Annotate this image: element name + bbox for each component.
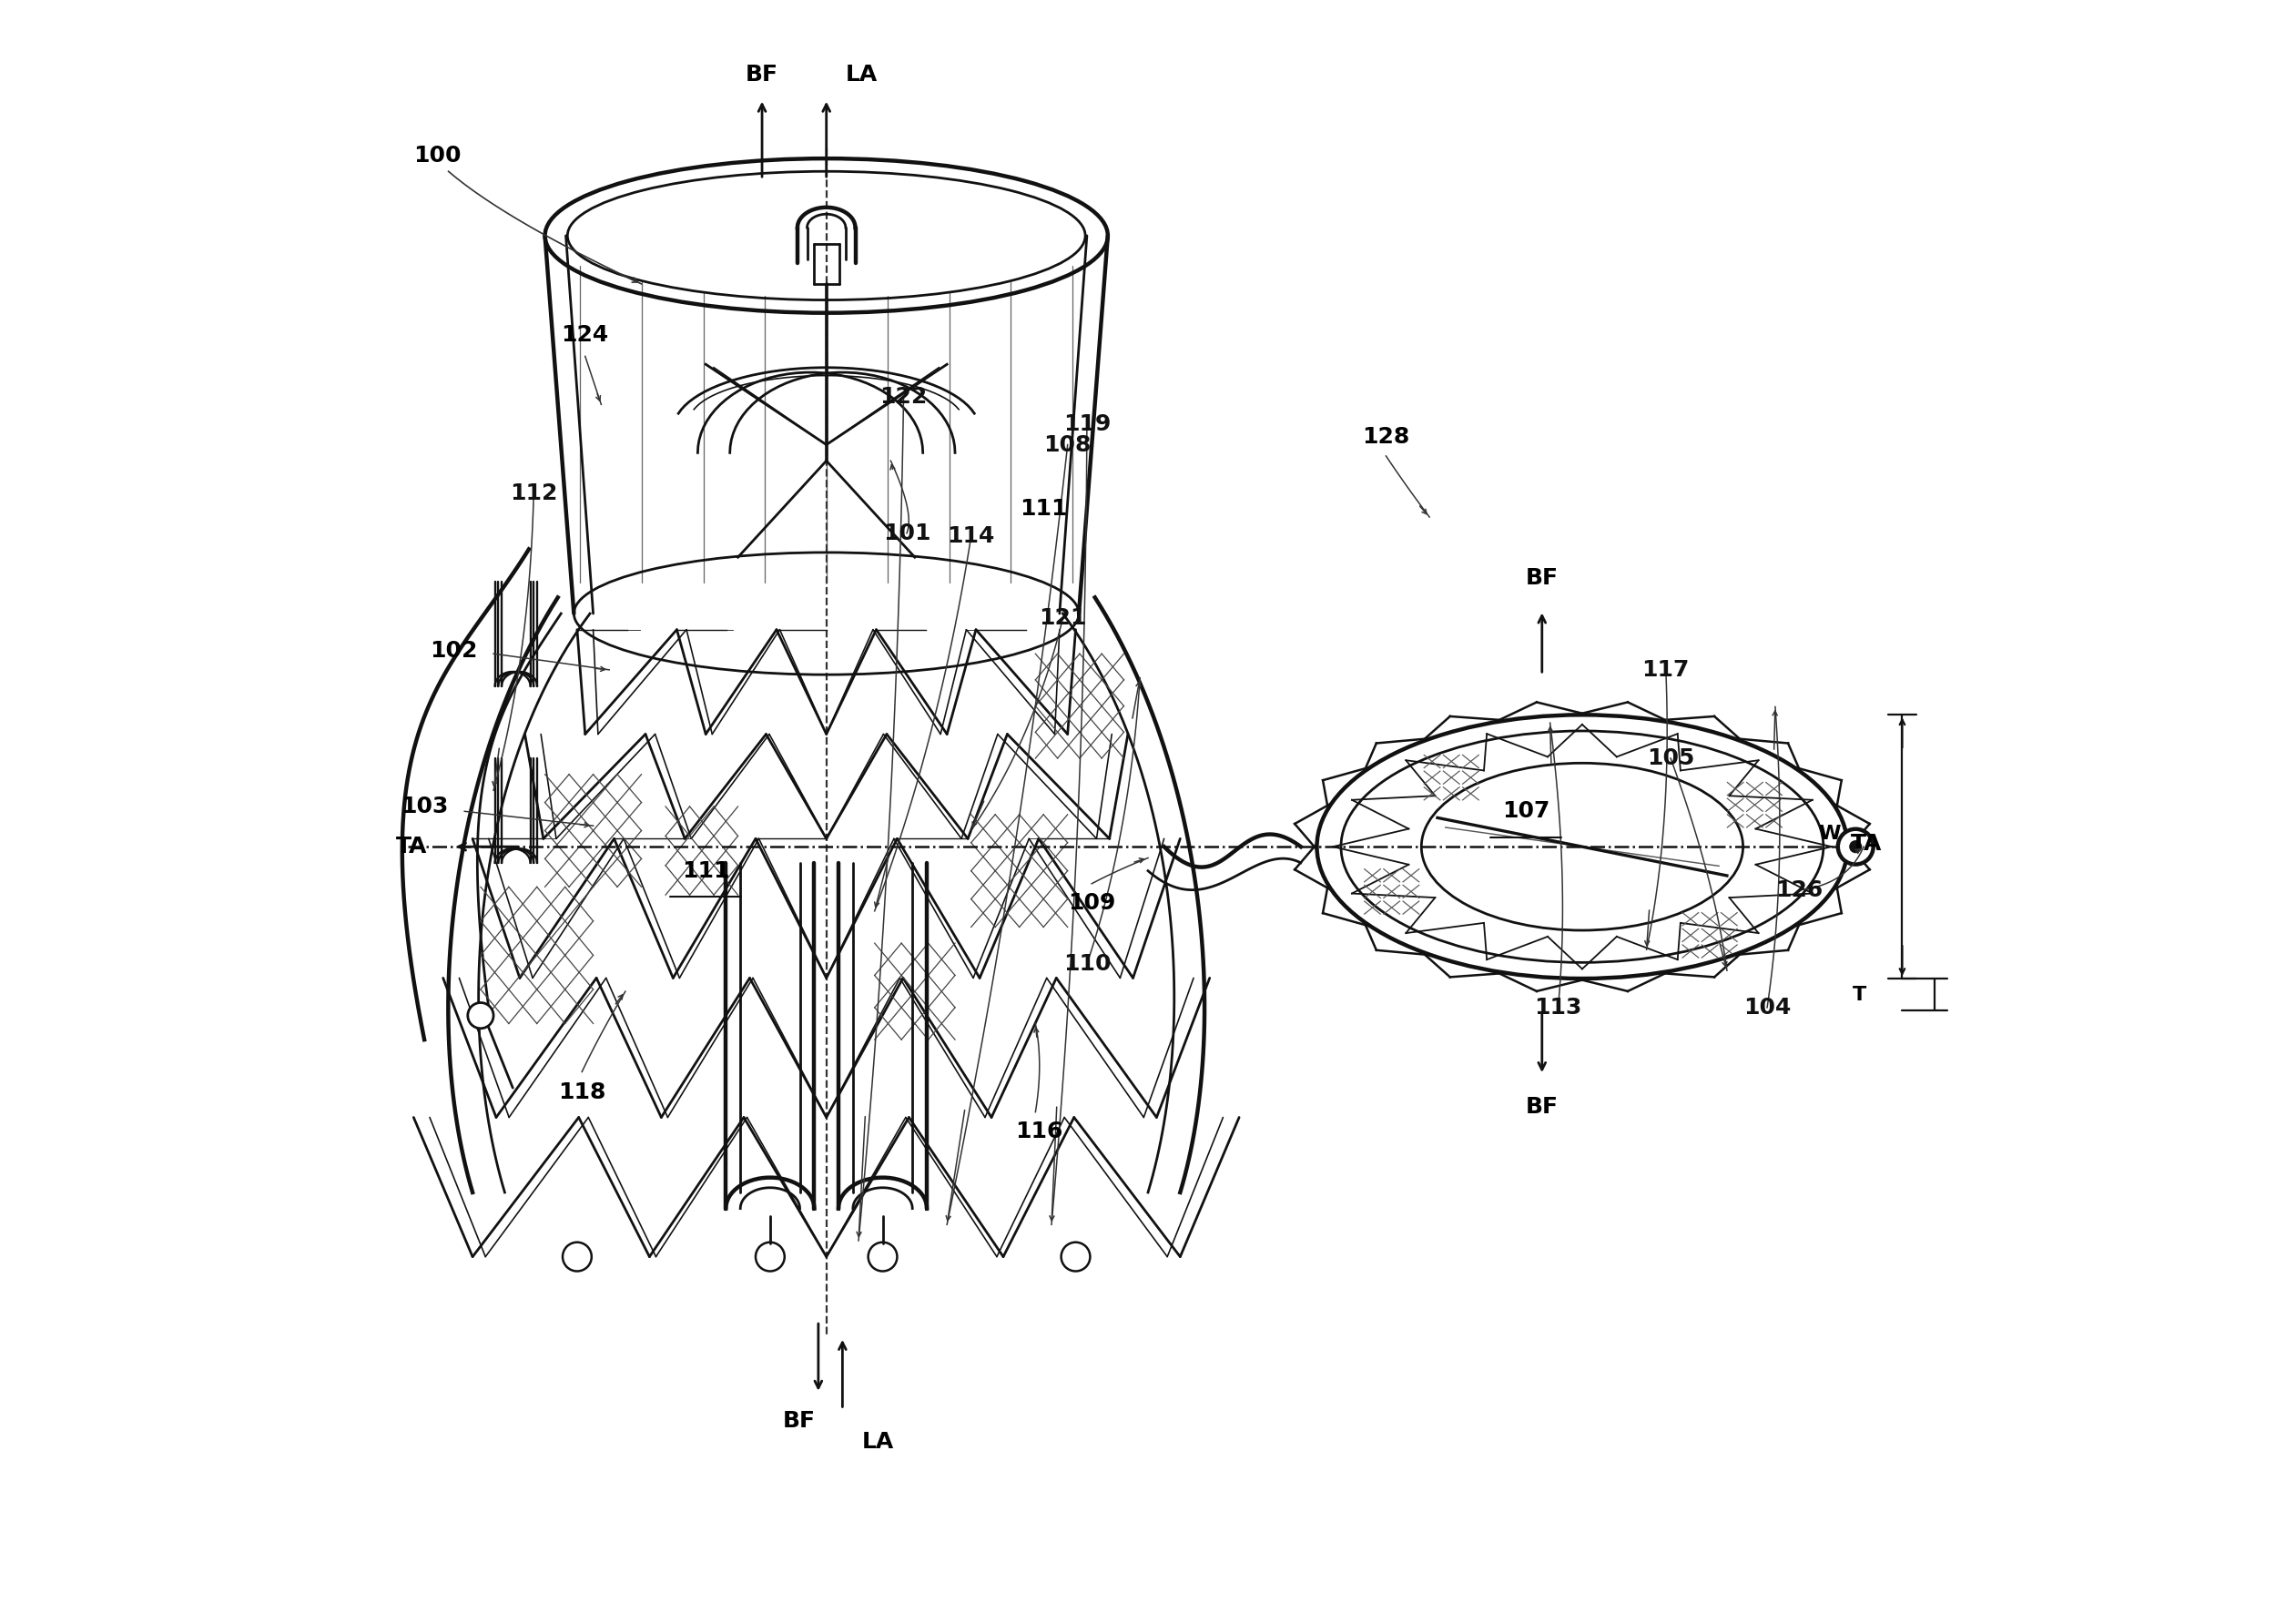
- Text: 102: 102: [429, 640, 478, 661]
- Text: 105: 105: [1646, 747, 1694, 769]
- Text: BF: BF: [1525, 1097, 1559, 1118]
- Text: 110: 110: [1063, 953, 1111, 974]
- Text: 112: 112: [510, 482, 558, 503]
- Text: W: W: [1818, 824, 1841, 844]
- Text: 124: 124: [560, 324, 608, 347]
- Text: 116: 116: [1015, 1121, 1063, 1142]
- Text: 104: 104: [1743, 997, 1791, 1018]
- Circle shape: [1837, 829, 1874, 865]
- Text: 103: 103: [400, 795, 448, 818]
- Text: 119: 119: [1063, 413, 1111, 436]
- Text: 109: 109: [1068, 892, 1116, 915]
- Text: 121: 121: [1038, 608, 1086, 629]
- Text: 107: 107: [1502, 800, 1550, 823]
- Circle shape: [1061, 1242, 1091, 1271]
- Circle shape: [868, 1242, 898, 1271]
- Text: TA: TA: [1851, 832, 1883, 855]
- Text: 113: 113: [1534, 997, 1582, 1018]
- Circle shape: [468, 1003, 494, 1029]
- Text: TA: TA: [395, 836, 427, 858]
- Text: 100: 100: [413, 144, 461, 166]
- Text: 111: 111: [1019, 498, 1068, 519]
- Text: 122: 122: [879, 386, 928, 408]
- Text: 118: 118: [558, 1082, 606, 1103]
- Text: 101: 101: [884, 523, 930, 544]
- Text: BF: BF: [783, 1410, 815, 1432]
- Text: 108: 108: [1045, 434, 1091, 455]
- Text: LA: LA: [861, 1431, 893, 1453]
- Text: 117: 117: [1642, 658, 1690, 681]
- Circle shape: [1848, 840, 1862, 853]
- Circle shape: [755, 1242, 785, 1271]
- Circle shape: [563, 1242, 592, 1271]
- Text: 111: 111: [682, 860, 730, 882]
- Text: BF: BF: [1525, 568, 1559, 589]
- Text: 128: 128: [1362, 426, 1410, 447]
- Text: 126: 126: [1775, 879, 1823, 902]
- Text: 114: 114: [948, 526, 994, 547]
- Text: T: T: [1853, 986, 1867, 1003]
- Text: BF: BF: [746, 65, 778, 85]
- Text: LA: LA: [845, 65, 877, 85]
